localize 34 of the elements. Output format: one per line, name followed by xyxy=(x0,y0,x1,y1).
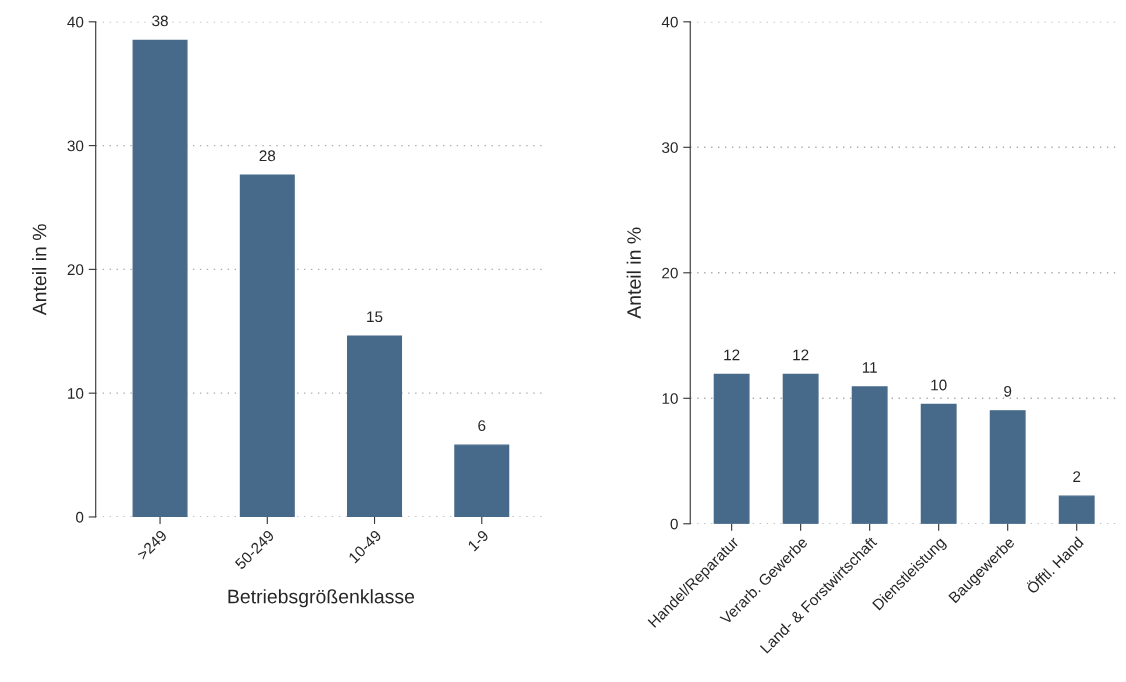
y-tick-label: 0 xyxy=(76,511,84,523)
data-label: 10 xyxy=(931,379,947,391)
y-tick-label: 30 xyxy=(662,142,678,153)
x-tick-label: 1-9 xyxy=(467,529,490,552)
y-tick-label: 20 xyxy=(662,267,678,279)
x-axis-title: Betriebsgrößenklasse xyxy=(228,589,415,608)
bar xyxy=(454,444,510,517)
y-tick-label: 10 xyxy=(662,393,678,404)
data-label: 6 xyxy=(478,420,486,432)
bar xyxy=(132,39,188,517)
y-tick-label: 0 xyxy=(670,518,678,530)
data-label: 15 xyxy=(367,311,383,323)
y-tick-label: 40 xyxy=(67,16,84,28)
bar xyxy=(920,403,957,524)
bar xyxy=(713,373,750,524)
data-label: 12 xyxy=(793,349,809,361)
bar xyxy=(1058,495,1095,524)
data-label: 12 xyxy=(724,349,740,361)
bar xyxy=(782,373,819,524)
bar xyxy=(347,335,403,517)
bar xyxy=(851,386,888,524)
bar xyxy=(239,174,295,517)
y-axis-title: Anteil in % xyxy=(626,227,641,319)
data-label: 28 xyxy=(259,150,276,162)
y-tick-label: 40 xyxy=(661,16,678,28)
data-label: 38 xyxy=(152,15,168,27)
y-tick-label: 20 xyxy=(67,264,84,276)
data-label: 11 xyxy=(862,362,877,373)
y-axis-title: Anteil in % xyxy=(32,224,47,316)
bar xyxy=(989,410,1026,524)
y-tick-label: 30 xyxy=(67,140,84,152)
data-label: 9 xyxy=(1004,385,1012,397)
y-tick-label: 10 xyxy=(68,388,84,399)
data-label: 2 xyxy=(1073,471,1081,482)
